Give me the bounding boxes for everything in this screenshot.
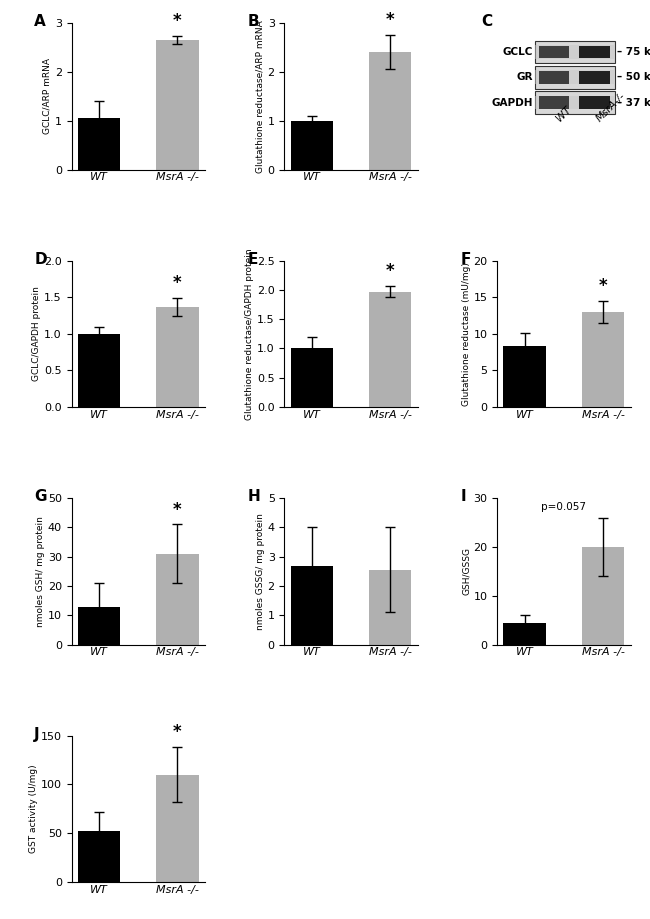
Text: *: * — [385, 11, 395, 29]
Text: *: * — [173, 501, 181, 518]
Bar — [535, 66, 614, 88]
Bar — [291, 120, 333, 170]
Text: p=0.057: p=0.057 — [541, 503, 586, 513]
Text: GAPDH: GAPDH — [491, 97, 533, 108]
Bar — [578, 96, 610, 109]
Text: H: H — [247, 489, 260, 505]
Y-axis label: Glutathione reductase/GAPDH protein: Glutathione reductase/GAPDH protein — [245, 248, 254, 420]
Bar — [155, 307, 198, 407]
Bar — [535, 91, 614, 114]
Text: WT: WT — [554, 105, 573, 123]
Text: – 37 kD: – 37 kD — [616, 97, 650, 108]
Bar — [504, 346, 547, 407]
Y-axis label: GSH/GSSG: GSH/GSSG — [462, 548, 471, 596]
Bar — [77, 334, 120, 407]
Text: *: * — [173, 274, 181, 292]
Y-axis label: nmoles GSH/ mg protein: nmoles GSH/ mg protein — [36, 516, 45, 627]
Text: C: C — [482, 14, 493, 29]
Y-axis label: Glutathione reductase/ARP mRNA: Glutathione reductase/ARP mRNA — [256, 20, 265, 173]
Text: I: I — [460, 489, 466, 505]
Bar — [540, 71, 569, 84]
Text: J: J — [34, 727, 40, 742]
Bar — [77, 607, 120, 645]
Y-axis label: GCLC/ARP mRNA: GCLC/ARP mRNA — [43, 58, 52, 134]
Bar — [540, 46, 569, 58]
Bar — [536, 45, 614, 59]
Text: D: D — [34, 252, 47, 267]
Y-axis label: Glutathione reductase (mU/mg): Glutathione reductase (mU/mg) — [462, 262, 471, 406]
Text: GR: GR — [516, 73, 533, 83]
Text: B: B — [247, 14, 259, 29]
Text: *: * — [173, 723, 181, 742]
Bar — [369, 52, 411, 170]
Bar — [155, 40, 198, 170]
Text: G: G — [34, 489, 47, 505]
Text: – 50 kD: – 50 kD — [616, 73, 650, 83]
Text: A: A — [34, 14, 46, 29]
Bar — [291, 565, 333, 645]
Bar — [155, 554, 198, 645]
Bar — [77, 119, 120, 170]
Bar — [578, 46, 610, 58]
Bar — [536, 96, 614, 109]
Bar — [504, 623, 547, 645]
Bar — [582, 547, 625, 645]
Bar — [540, 96, 569, 109]
Bar — [535, 40, 614, 63]
Text: *: * — [385, 262, 395, 280]
Y-axis label: GST activity (U/mg): GST activity (U/mg) — [29, 765, 38, 853]
Text: – 75 kD: – 75 kD — [616, 47, 650, 57]
Text: GCLC: GCLC — [502, 47, 533, 57]
Y-axis label: nmoles GSSG/ mg protein: nmoles GSSG/ mg protein — [256, 513, 265, 630]
Bar — [578, 71, 610, 84]
Text: *: * — [599, 277, 607, 295]
Bar — [77, 832, 120, 882]
Bar — [155, 775, 198, 882]
Bar — [536, 71, 614, 85]
Bar — [369, 291, 411, 407]
Bar — [291, 348, 333, 407]
Text: *: * — [173, 12, 181, 30]
Y-axis label: GCLC/GAPDH protein: GCLC/GAPDH protein — [32, 287, 41, 381]
Text: F: F — [460, 252, 471, 267]
Text: E: E — [247, 252, 257, 267]
Text: MsrA-/-: MsrA-/- — [595, 90, 628, 123]
Bar — [582, 312, 625, 407]
Bar — [369, 570, 411, 645]
